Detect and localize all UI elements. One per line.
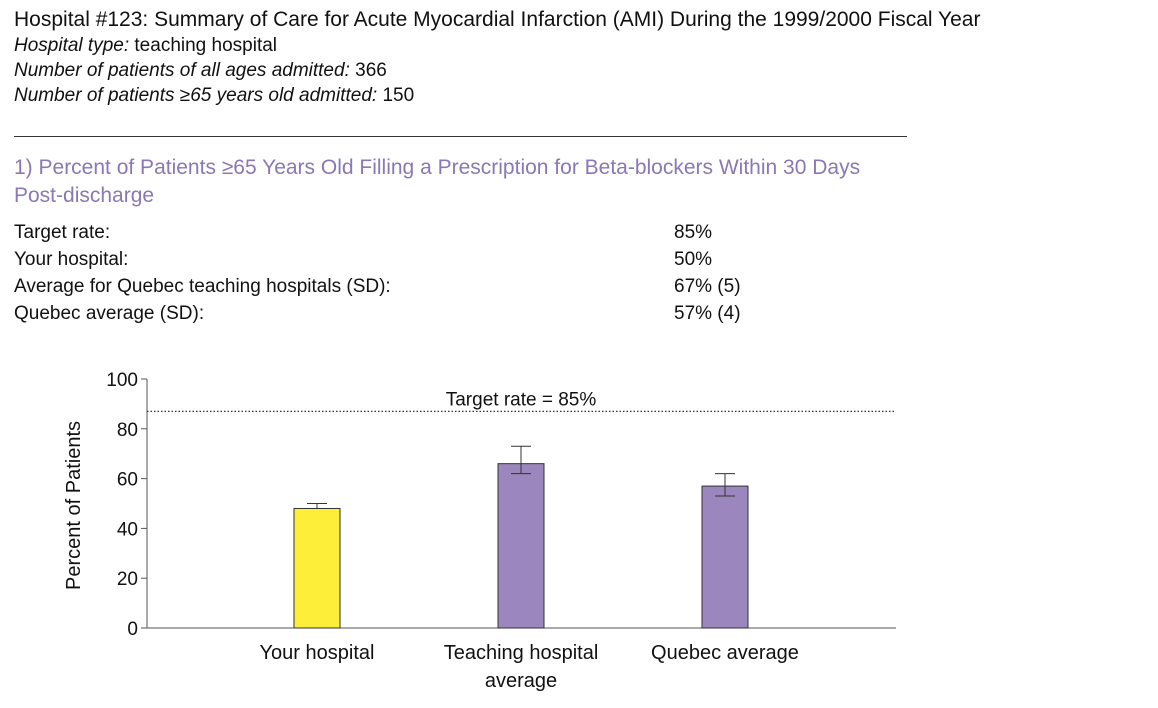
stats-table: Target rate: 85% Your hospital: 50% Aver… (14, 219, 814, 327)
x-category-label: Teaching hospital (444, 642, 599, 664)
stat-row-teaching-average: Average for Quebec teaching hospitals (S… (14, 273, 814, 300)
stat-value: 50% (674, 249, 713, 270)
header-divider (14, 136, 907, 137)
y-axis-title: Percent of Patients (63, 421, 85, 590)
stat-value: 57% (4) (674, 303, 741, 324)
y-tick-label: 100 (106, 370, 138, 391)
patients-65-label: Number of patients ≥65 years old admitte… (14, 85, 378, 106)
section-title: 1) Percent of Patients ≥65 Years Old Fil… (14, 156, 861, 207)
patients-65-line: Number of patients ≥65 years old admitte… (14, 83, 1154, 108)
x-category-label: Your hospital (260, 642, 375, 664)
hospital-type-label: Hospital type: (14, 35, 130, 56)
bar (701, 485, 749, 629)
stat-label: Target rate: (14, 222, 111, 243)
x-category-label: Quebec average (651, 642, 799, 664)
bar-chart: 0 20 40 60 80 100 Percent of Patients Target ra… (63, 370, 896, 692)
stat-label: Quebec average (SD): (14, 303, 205, 324)
stat-row-quebec-average: Quebec average (SD): 57% (4) (14, 300, 814, 327)
y-tick-label: 0 (127, 619, 138, 640)
bar (293, 507, 341, 629)
patients-65-value: 150 (382, 85, 415, 106)
patients-all-value: 366 (355, 60, 387, 81)
stat-row-your-hospital: Your hospital: 50% (14, 246, 814, 273)
stat-row-target: Target rate: 85% (14, 219, 814, 246)
stat-label: Your hospital: (14, 249, 129, 270)
target-reference-label: Target rate = 85% (446, 389, 597, 410)
hospital-type-value: teaching hospital (134, 35, 278, 56)
hospital-type-line: Hospital type: teaching hospital (14, 33, 1154, 58)
patients-all-line: Number of patients of all ages admitted:… (14, 58, 1154, 83)
y-tick-label: 40 (117, 519, 138, 540)
patients-all-label: Number of patients of all ages admitted: (14, 60, 350, 81)
report-title: Hospital #123: Summary of Care for Acute… (14, 8, 981, 31)
bar (497, 463, 545, 629)
report-header: Hospital #123: Summary of Care for Acute… (14, 6, 1154, 108)
stat-value: 85% (674, 222, 713, 243)
y-tick-label: 60 (117, 470, 138, 491)
x-category-label: average (485, 670, 557, 692)
y-tick-label: 20 (117, 569, 138, 590)
y-tick-label: 80 (117, 420, 138, 441)
stat-label: Average for Quebec teaching hospitals (S… (14, 276, 391, 297)
stat-value: 67% (5) (674, 276, 741, 297)
